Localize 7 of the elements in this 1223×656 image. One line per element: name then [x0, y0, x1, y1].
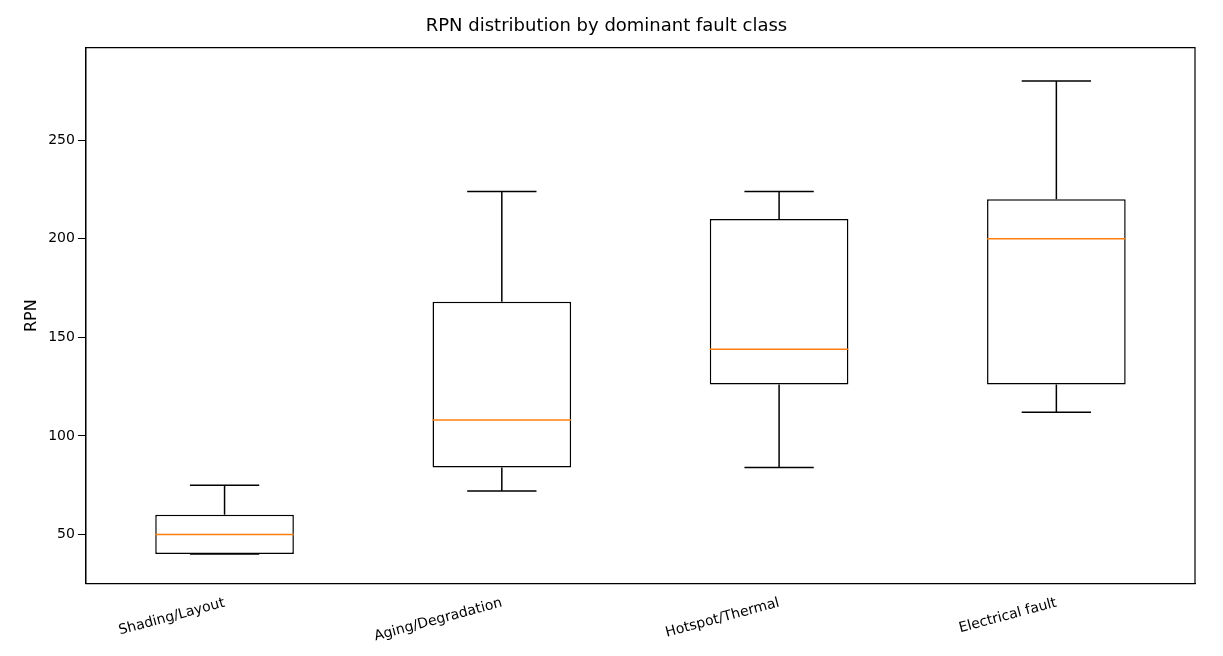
y-axis-title: RPN — [20, 299, 40, 333]
y-tick-label: 100 — [48, 426, 75, 443]
y-tick-label: 250 — [48, 130, 75, 147]
y-tick-label: 150 — [48, 327, 75, 344]
chart-title: RPN distribution by dominant fault class — [425, 14, 788, 36]
y-tick-label: 50 — [57, 525, 75, 542]
y-tick-label: 200 — [48, 229, 75, 246]
